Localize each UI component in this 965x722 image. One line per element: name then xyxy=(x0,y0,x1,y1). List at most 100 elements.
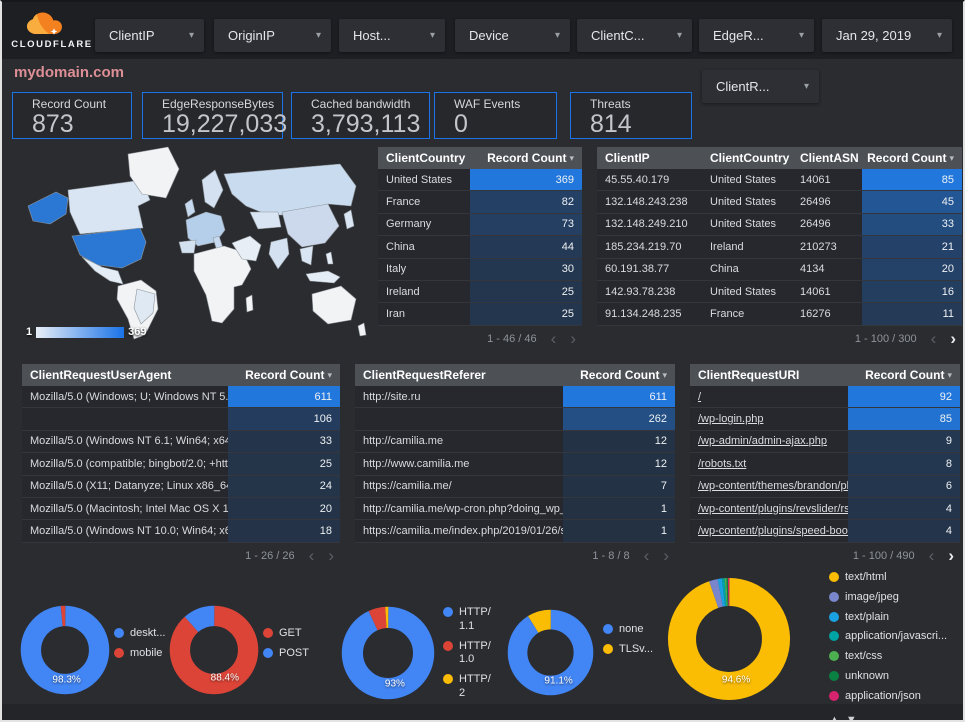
table-row: 106 xyxy=(22,408,340,431)
map-indonesia xyxy=(305,270,341,284)
scorecard-edgeresponsebytes: EdgeResponseBytes 19,227,033 xyxy=(142,92,288,139)
chevron-down-icon: ▾ xyxy=(676,30,682,41)
pagination-next-icon[interactable]: › xyxy=(950,329,956,349)
legend-page-down-icon[interactable]: ▼ xyxy=(845,714,857,722)
legend-item: application/javascri... xyxy=(829,630,961,644)
donut-chart-request-method: 88.4% xyxy=(169,605,259,695)
table-row: 60.191.38.77 China 4134 20 xyxy=(597,258,962,281)
uri-link[interactable]: /wp-content/themes/brandon/plu... xyxy=(698,480,848,493)
donut-slice-tlsv[interactable] xyxy=(507,609,594,696)
legend-item: HTTP/1.0 xyxy=(443,640,495,668)
cell-clientrequestreferer: https://camilia.me/ xyxy=(363,480,452,493)
legend-dot-icon xyxy=(829,651,839,661)
filter-chip-clientr[interactable]: ClientR... ▾ xyxy=(702,70,819,103)
cell-clientrequestuseragent: Mozilla/5.0 (Windows NT 6.1; Win64; x64;… xyxy=(30,435,228,448)
table-row: United States 369 xyxy=(378,169,582,192)
donut-slice-post[interactable] xyxy=(169,605,259,695)
map-madagascar xyxy=(245,294,254,313)
cell-clientrequestreferer: http://www.camilia.me xyxy=(363,457,470,470)
table-row: Mozilla/5.0 (compatible; bingbot/2.0; +h… xyxy=(22,453,340,476)
scorecard-value: 19,227,033 xyxy=(162,110,288,138)
cell-record-count: 44 xyxy=(470,236,582,258)
donut-http-protocol-svg[interactable] xyxy=(341,606,435,700)
cell-record-count: 18 xyxy=(228,520,340,542)
legend-label: GET xyxy=(279,627,302,639)
filter-chip-clientip[interactable]: ClientIP ▾ xyxy=(95,19,204,52)
donut-slice-deskt[interactable] xyxy=(20,605,110,695)
cell-record-count: 82 xyxy=(470,191,582,213)
cell-record-count: 8 xyxy=(848,453,960,475)
column-header-record-count[interactable]: Record Count ▾ xyxy=(228,368,340,382)
cell-record-count: 33 xyxy=(862,213,962,236)
cell-clientrequesturi: /wp-content/plugins/revslider/rs-p... xyxy=(690,498,848,519)
donut-device-type-svg[interactable] xyxy=(20,605,110,695)
map-se-asia xyxy=(299,245,314,266)
donut-slice-application-json[interactable] xyxy=(667,577,791,701)
filter-chip-originip[interactable]: OriginIP ▾ xyxy=(214,19,331,52)
legend-label: mobile xyxy=(130,646,163,659)
cell-record-count: 25 xyxy=(470,280,582,303)
donut-percent-label: 98.3% xyxy=(52,674,81,686)
cell-clientrequestuseragent: Mozilla/5.0 (Windows; U; Windows NT 5.1;… xyxy=(30,390,228,403)
donut-slice-http-1-1[interactable] xyxy=(341,606,435,700)
table-pagination: 1 - 8 / 8 ‹ › xyxy=(355,543,675,569)
cell-clientrequestreferer xyxy=(355,408,563,429)
cell-record-count: 16 xyxy=(862,280,962,303)
donut-content-type-svg[interactable] xyxy=(667,577,791,701)
table-row: https://camilia.me/index.php/2019/01/26/… xyxy=(355,520,675,543)
filter-chip-edger[interactable]: EdgeR... ▾ xyxy=(699,19,814,52)
table-row: /wp-content/plugins/revslider/rs-p...4 xyxy=(690,497,960,521)
legend-dot-icon xyxy=(603,643,613,654)
donut-legend-content-type: text/html image/jpeg text/plain application… xyxy=(829,568,961,722)
cell-record-count: 11 xyxy=(862,303,962,325)
cell-record-count: 85 xyxy=(848,408,960,430)
cell-clientip: 132.148.249.210 xyxy=(605,218,688,231)
cell-record-count: 611 xyxy=(228,386,340,408)
cell-clientip: 132.148.243.238 xyxy=(605,196,688,209)
filter-chip-host[interactable]: Host... ▾ xyxy=(339,19,445,52)
donut-slice-mobile[interactable] xyxy=(20,605,110,695)
donut-slice-none[interactable] xyxy=(507,609,594,696)
legend-dot-icon xyxy=(829,572,839,582)
pagination-next-icon[interactable]: › xyxy=(948,546,954,566)
legend-item: POST xyxy=(263,647,323,661)
table-row: 132.148.249.210 United States 26496 33 xyxy=(597,213,962,237)
column-header-record-count[interactable]: Record Count ▾ xyxy=(862,151,962,165)
client-country-table: ClientCountry Record Count ▾ United States 3… xyxy=(378,147,582,352)
donut-percent-label: 94.6% xyxy=(721,674,751,686)
donut-request-method-svg[interactable] xyxy=(169,605,259,695)
cell-clientrequestuseragent: Mozilla/5.0 (Windows NT 10.0; Win64; x64… xyxy=(30,525,228,538)
legend-item: unknown xyxy=(829,670,961,684)
scorecard-label: Record Count xyxy=(32,97,107,111)
cell-clientcountry: China xyxy=(386,240,415,253)
column-header-clientrequestreferer: ClientRequestReferer xyxy=(363,368,486,382)
donut-slice-text-html[interactable] xyxy=(667,577,791,701)
donut-slice-http-2[interactable] xyxy=(341,606,435,700)
scorecard-threats: Threats 814 xyxy=(570,92,692,139)
column-header-record-count[interactable]: Record Count ▾ xyxy=(470,151,582,165)
chevron-down-icon: ▾ xyxy=(936,30,942,41)
donut-legend-http-protocol: HTTP/1.1 HTTP/1.0 HTTP/2 xyxy=(443,603,495,704)
world-map[interactable] xyxy=(10,142,372,348)
donut-tls-version-svg[interactable] xyxy=(507,609,594,696)
column-header-clientip: ClientIP xyxy=(605,151,650,165)
cell-clientasn: 16276 xyxy=(800,308,831,321)
column-header-record-count[interactable]: Record Count ▾ xyxy=(563,368,675,382)
uri-link[interactable]: /wp-content/plugins/revslider/rs-p... xyxy=(698,502,848,515)
uri-link[interactable]: /wp-content/plugins/speed-booste... xyxy=(698,525,848,538)
uri-link[interactable]: /robots.txt xyxy=(698,457,747,470)
uri-link[interactable]: /wp-admin/admin-ajax.php xyxy=(698,435,828,448)
filter-chip-clientc[interactable]: ClientC... ▾ xyxy=(577,19,692,52)
cell-clientasn: 26496 xyxy=(800,196,831,209)
column-header-record-count[interactable]: Record Count ▾ xyxy=(848,368,960,382)
filter-chip-date-range[interactable]: Jan 29, 2019 ▾ xyxy=(822,19,952,52)
donut-slice-get[interactable] xyxy=(169,605,259,695)
legend-page-up-icon[interactable]: ▲ xyxy=(829,714,840,722)
table-row: Italy 30 xyxy=(378,258,582,281)
column-header-label: Record Count xyxy=(487,151,567,165)
filter-chip-device[interactable]: Device ▾ xyxy=(455,19,570,52)
cell-record-count: 7 xyxy=(563,475,675,497)
uri-link[interactable]: /wp-login.php xyxy=(698,413,764,426)
scorecard-cached-bandwidth: Cached bandwidth 3,793,113 xyxy=(291,92,430,139)
uri-link[interactable]: / xyxy=(698,390,702,403)
